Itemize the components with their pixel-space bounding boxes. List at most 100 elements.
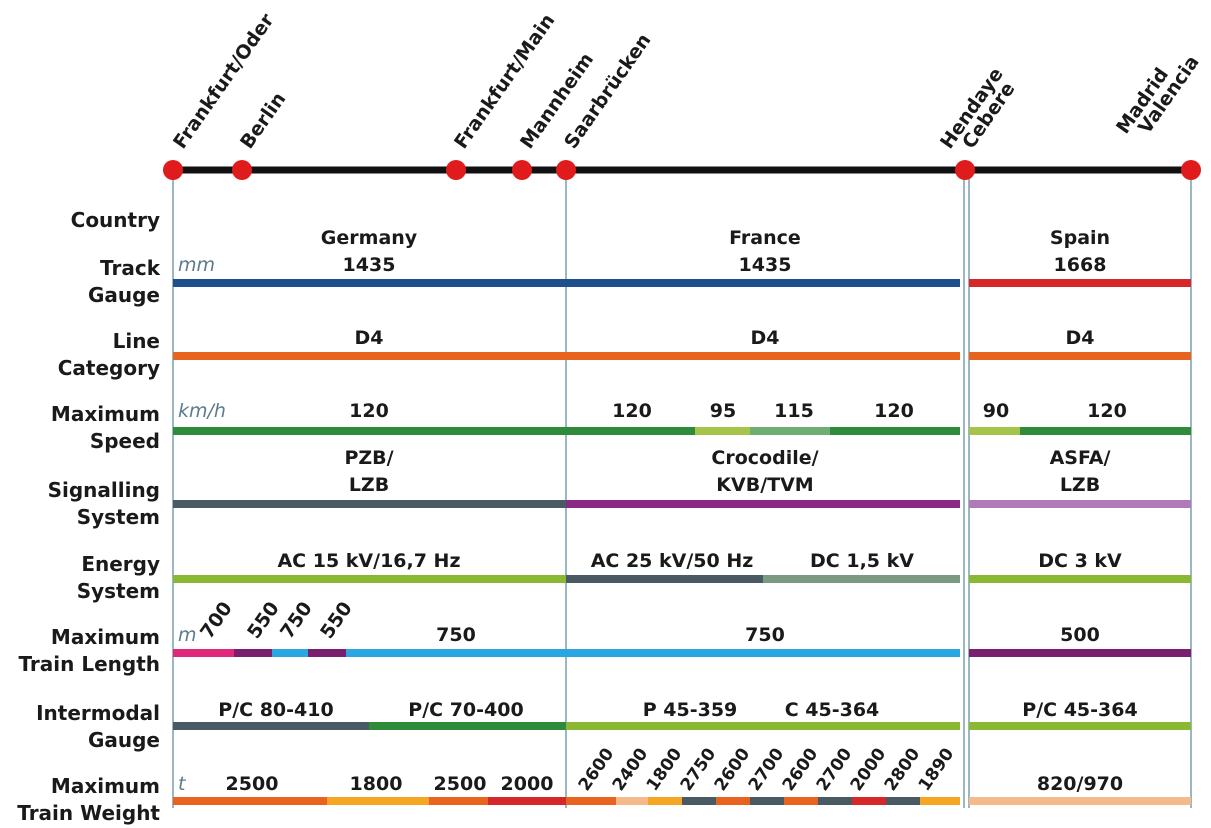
length-germany: 700 bbox=[196, 598, 237, 643]
weight-france: 2800 bbox=[881, 744, 925, 794]
row-label-max-speed: Speed bbox=[90, 429, 160, 453]
intermodal-bar bbox=[969, 722, 1191, 730]
row-label-track-gauge: Gauge bbox=[88, 283, 160, 307]
row-label-energy: System bbox=[77, 579, 160, 603]
row-label-line-category: Category bbox=[58, 356, 160, 380]
row-train-length: 700 550 750 550 750 750 500 bbox=[173, 598, 1191, 657]
signal-bar bbox=[969, 500, 1191, 508]
length-germany-main: 750 bbox=[436, 624, 476, 646]
row-intermodal: P/C 80-410 P/C 70-400 P 45-359 C 45-364 … bbox=[173, 699, 1191, 730]
speed-bar bbox=[969, 427, 1020, 435]
intermodal-bar bbox=[566, 722, 960, 730]
length-spain: 500 bbox=[1060, 624, 1100, 646]
energy-germany: AC 15 kV/16,7 Hz bbox=[277, 550, 460, 572]
country-germany: Germany bbox=[321, 227, 418, 249]
intermodal-germany: P/C 70-400 bbox=[408, 699, 523, 721]
speed-france: 120 bbox=[874, 400, 914, 422]
station-dot bbox=[232, 160, 252, 180]
weight-france: 2700 bbox=[745, 744, 789, 794]
intermodal-bar bbox=[369, 722, 566, 730]
weight-bar bbox=[173, 797, 327, 805]
row-label-signalling: Signalling bbox=[48, 478, 160, 502]
weight-france: 2600 bbox=[779, 744, 823, 794]
unit-mm: mm bbox=[178, 254, 215, 276]
unit-t: t bbox=[178, 773, 187, 795]
gauge-spain: 1668 bbox=[1054, 254, 1107, 276]
weight-spain: 820/970 bbox=[1037, 773, 1123, 795]
speed-france: 95 bbox=[710, 400, 736, 422]
energy-bar bbox=[566, 575, 763, 583]
length-bar bbox=[969, 649, 1191, 657]
row-label-train-weight: Maximum bbox=[51, 774, 160, 798]
signal-bar bbox=[566, 500, 960, 508]
weight-germany: 2500 bbox=[434, 773, 487, 795]
row-max-speed: 120 120 95 115 120 90 120 bbox=[173, 400, 1191, 435]
station-dot bbox=[163, 160, 183, 180]
weight-bar bbox=[920, 797, 960, 805]
row-label-country: Country bbox=[71, 208, 160, 232]
station-dot bbox=[512, 160, 532, 180]
speed-bar bbox=[695, 427, 750, 435]
row-line-category: D4 D4 D4 bbox=[173, 327, 1191, 360]
length-bar bbox=[272, 649, 308, 657]
weight-france: 2400 bbox=[609, 744, 653, 794]
speed-bar bbox=[830, 427, 960, 435]
unit-m: m bbox=[178, 624, 197, 646]
weight-france: 1800 bbox=[643, 744, 687, 794]
category-france: D4 bbox=[751, 327, 780, 349]
weight-france: 2600 bbox=[575, 744, 619, 794]
row-label-track-gauge: Track bbox=[100, 256, 161, 280]
row-signalling: PZB/ LZB Crocodile/ KVB/TVM ASFA/ LZB bbox=[173, 447, 1191, 508]
speed-bar bbox=[173, 427, 695, 435]
speed-spain: 120 bbox=[1087, 400, 1127, 422]
length-germany: 550 bbox=[243, 598, 284, 643]
gauge-germany: 1435 bbox=[343, 254, 396, 276]
intermodal-spain: P/C 45-364 bbox=[1022, 699, 1137, 721]
weight-france: 2700 bbox=[813, 744, 857, 794]
weight-bar bbox=[429, 797, 488, 805]
row-train-weight: 2500 1800 2500 2000 2600 2400 1800 2750 … bbox=[173, 744, 1191, 805]
signal-france: KVB/TVM bbox=[716, 474, 813, 496]
length-france: 750 bbox=[745, 624, 785, 646]
length-bar bbox=[346, 649, 960, 657]
weight-germany: 1800 bbox=[350, 773, 403, 795]
weight-bar bbox=[784, 797, 818, 805]
category-germany: D4 bbox=[355, 327, 384, 349]
energy-france: DC 1,5 kV bbox=[810, 550, 914, 572]
speed-france: 120 bbox=[612, 400, 652, 422]
weight-bar bbox=[852, 797, 886, 805]
category-bar bbox=[969, 352, 1191, 360]
gauge-bar-germany-france bbox=[173, 279, 960, 287]
weight-france: 1890 bbox=[915, 744, 959, 794]
length-bar bbox=[173, 649, 234, 657]
weight-france: 2000 bbox=[847, 744, 891, 794]
weight-bar bbox=[969, 797, 1191, 805]
weight-bar bbox=[682, 797, 716, 805]
length-bar bbox=[234, 649, 272, 657]
weight-bar bbox=[327, 797, 429, 805]
weight-france: 2750 bbox=[677, 744, 721, 794]
weight-germany: 2500 bbox=[226, 773, 279, 795]
intermodal-france: P 45-359 bbox=[643, 699, 738, 721]
weight-bar bbox=[488, 797, 566, 805]
weight-france: 2600 bbox=[711, 744, 755, 794]
station-dot bbox=[1181, 160, 1201, 180]
station-dot bbox=[556, 160, 576, 180]
weight-bar bbox=[716, 797, 750, 805]
weight-bar bbox=[818, 797, 852, 805]
row-label-energy: Energy bbox=[81, 552, 160, 576]
weight-bar bbox=[616, 797, 648, 805]
speed-france: 115 bbox=[774, 400, 814, 422]
length-germany: 550 bbox=[316, 598, 357, 643]
category-spain: D4 bbox=[1066, 327, 1095, 349]
speed-spain: 90 bbox=[983, 400, 1009, 422]
unit-kmh: km/h bbox=[178, 400, 226, 422]
signal-germany: PZB/ bbox=[344, 447, 393, 469]
border-lines bbox=[172, 170, 1192, 808]
station-dot bbox=[955, 160, 975, 180]
city-label: Berlin bbox=[236, 88, 290, 152]
weight-bar bbox=[750, 797, 784, 805]
signal-spain: ASFA/ bbox=[1050, 447, 1111, 469]
row-energy: AC 15 kV/16,7 Hz AC 25 kV/50 Hz DC 1,5 k… bbox=[173, 550, 1191, 583]
